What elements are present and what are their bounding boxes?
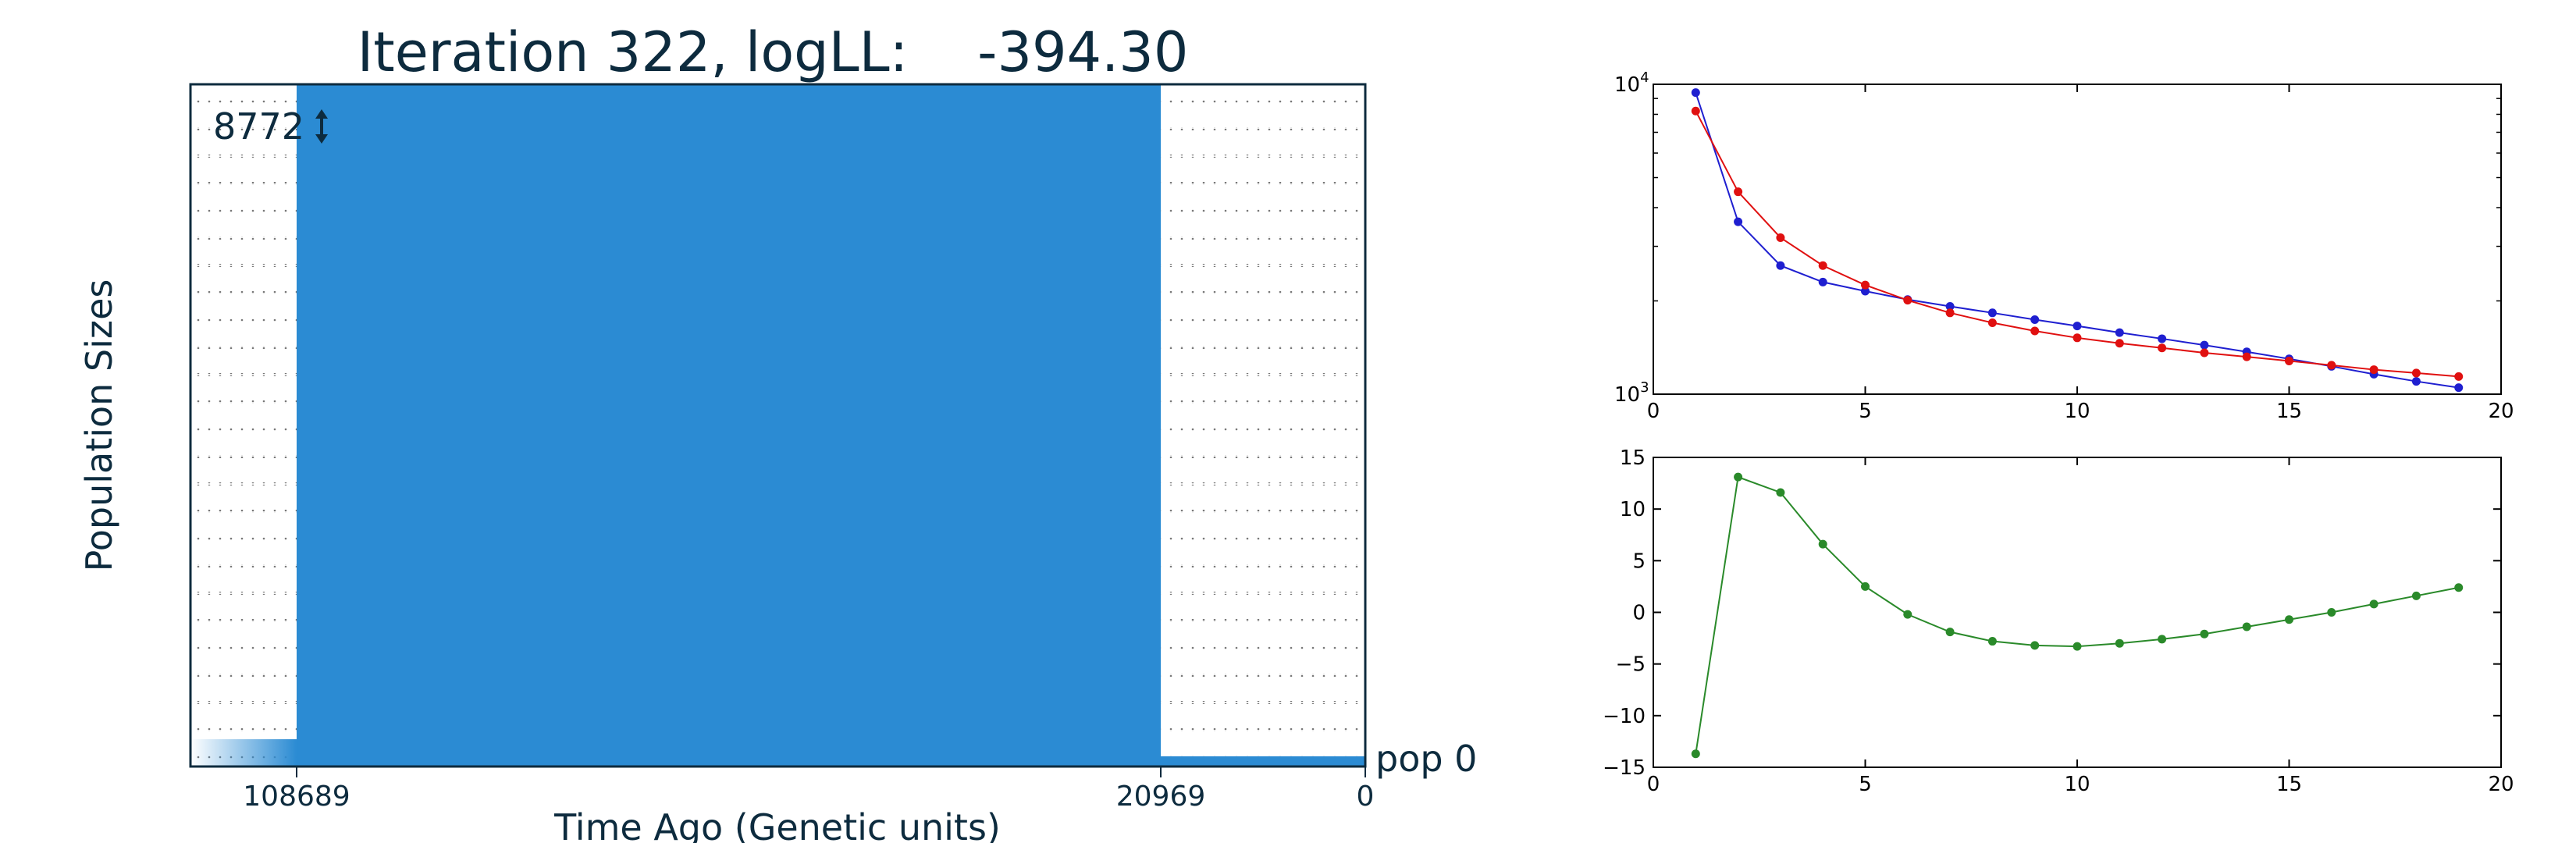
point-blue [1691,88,1700,98]
point-blue [2158,334,2167,343]
epoch-bar-recent [1161,756,1365,767]
x-tick-label: 0 [1357,781,1375,813]
point-red [2242,352,2251,361]
point-green [1903,610,1912,619]
x-tick-label: 0 [1647,400,1660,423]
point-blue [2454,383,2464,393]
population-epochs [190,84,1365,767]
epoch-bar-middle [297,84,1161,767]
point-blue [2030,315,2040,325]
point-green [2073,642,2082,651]
point-blue [2115,328,2124,337]
point-green [1987,637,1997,646]
point-red [2030,326,2040,336]
point-green [2411,591,2421,600]
double-arrow-icon[interactable] [315,109,328,144]
point-blue [1945,302,1955,311]
point-blue [2073,322,2082,331]
point-red [2285,356,2293,365]
point-green [1776,488,1785,497]
point-red [2115,339,2124,348]
point-blue [1861,286,1870,296]
point-blue [1776,261,1785,270]
point-green [2327,608,2336,617]
y-tick-exponent: 3 [1640,379,1649,396]
population-y-axis-label: Population Sizes [78,279,120,572]
point-green [1734,472,1743,482]
point-red [2073,333,2082,343]
point-green [2285,615,2293,624]
linear-line-chart: 0 5 10 15 20 −15 −10 −5 0 5 10 15 [1603,446,2514,796]
y-tick-label: 0 [1632,602,1646,625]
point-green [2200,629,2209,638]
x-tick-label: 108689 [243,781,350,813]
point-red [2327,361,2336,370]
linear-axes: 0 5 10 15 20 −15 −10 −5 0 5 10 15 [1603,446,2514,796]
point-green [2454,583,2464,592]
y-tick-label: −15 [1603,756,1646,780]
point-green [2115,638,2124,648]
point-red [1818,261,1827,270]
y-tick-label: 5 [1632,550,1646,573]
point-green [2242,622,2251,631]
point-red [1861,280,1870,290]
point-green [1861,582,1870,591]
population-chart: 108689 20969 0 8772 pop 0 Time Ago (Geneti… [78,83,1477,843]
point-red [2200,348,2209,357]
y-tick-label: −5 [1616,653,1646,677]
point-green [1818,539,1827,549]
point-blue [1734,217,1743,226]
point-green [2158,635,2167,644]
point-green [2369,599,2379,609]
linear-plot-frame [1653,457,2502,768]
log-axes: 0 5 10 15 20 103 104 [1614,69,2514,423]
x-tick-label: 0 [1647,773,1660,796]
x-tick-label: 20 [2488,400,2514,423]
x-tick-label: 15 [2276,773,2302,796]
y-tick-label: −10 [1603,705,1646,728]
epoch-bar-ancient [190,739,297,767]
point-green [1945,628,1955,637]
chart-title: Iteration 322, logLL: -394.30 [357,20,1189,84]
y-tick-label: 103 [1614,379,1649,407]
point-red [2369,365,2379,375]
point-red [2454,372,2464,381]
population-label: pop 0 [1375,738,1477,780]
point-red [1691,106,1700,116]
point-red [2158,343,2167,353]
point-blue [1987,308,1997,318]
point-blue [2411,377,2421,386]
point-red [1776,233,1785,242]
log-line-chart: 0 5 10 15 20 103 104 [1614,69,2514,423]
size-label: 8772 [213,105,304,148]
x-tick-label: 10 [2064,400,2090,423]
population-x-axis-label: Time Ago (Genetic units) [553,806,1001,843]
y-tick-label: 15 [1620,446,1646,470]
point-red [1734,187,1743,197]
log-plot-frame [1653,84,2502,395]
point-red [2411,368,2421,378]
point-red [1987,318,1997,328]
x-tick-label: 20 [2488,773,2514,796]
x-tick-label: 20969 [1116,781,1206,813]
x-tick-label: 5 [1859,400,1872,423]
point-green [2030,641,2040,650]
point-blue [2200,340,2209,350]
point-green [1691,749,1700,759]
log-series [1691,88,2464,393]
population-x-ticks: 108689 20969 0 [243,767,1374,813]
y-tick-label: 10 [1620,498,1646,521]
population-plot-frame [189,83,1367,768]
x-tick-label: 15 [2276,400,2302,423]
point-red [1903,296,1912,305]
point-blue [1818,277,1827,286]
point-red [1945,308,1955,318]
linear-series [1691,472,2464,759]
x-tick-label: 5 [1859,773,1872,796]
y-tick-exponent: 4 [1640,69,1649,86]
x-tick-label: 10 [2064,773,2090,796]
y-tick-label: 104 [1614,69,1649,97]
